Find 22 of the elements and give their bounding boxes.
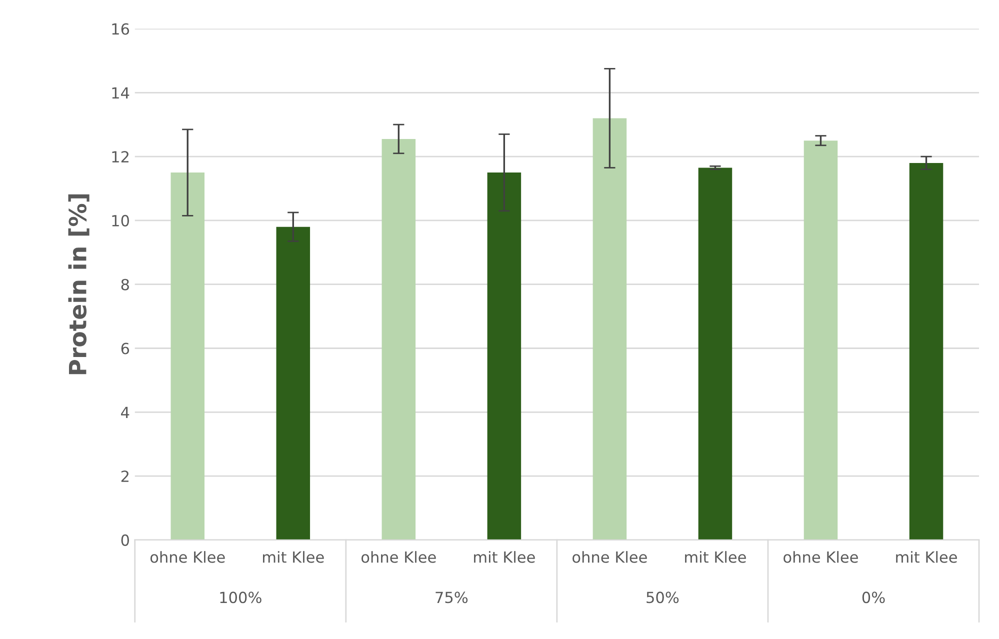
x-tick-label: mit Klee xyxy=(263,551,324,563)
x-tick-label: ohne Klee xyxy=(150,551,225,563)
y-tick-label: 10 xyxy=(112,214,129,226)
y-tick-label: 4 xyxy=(121,406,130,418)
y-tick-label: 0 xyxy=(121,534,129,546)
x-tick-label: mit Klee xyxy=(685,551,746,563)
y-axis-title: Protein in [%] xyxy=(68,194,90,374)
y-tick-label: 12 xyxy=(112,151,128,162)
text: 100% xyxy=(220,592,262,604)
y-tick-label: 2 xyxy=(121,470,128,482)
text: 50% xyxy=(646,592,679,604)
y-tick-label: 14 xyxy=(112,87,130,98)
x-tick-label: ohne Klee xyxy=(784,551,858,563)
x-tick-label: mit Klee xyxy=(474,551,535,563)
y-tick-label: 8 xyxy=(121,278,129,290)
text: 0% xyxy=(862,592,885,604)
x-tick-label: ohne Klee xyxy=(572,551,647,563)
text: 75% xyxy=(436,592,468,604)
y-tick-label: 6 xyxy=(121,342,130,354)
x-tick-label: mit Klee xyxy=(896,551,957,563)
y-tick-label: 16 xyxy=(112,23,130,35)
x-tick-label: ohne Klee xyxy=(361,551,436,563)
